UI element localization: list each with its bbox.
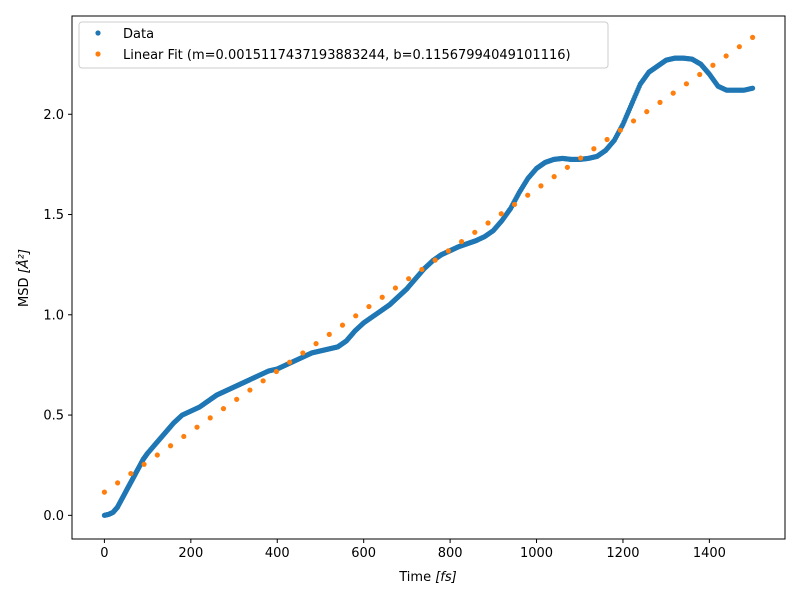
y-tick-label: 0.5 xyxy=(43,409,64,424)
y-axis-label: MSD [Å²] xyxy=(16,249,32,307)
x-tick-label: 1200 xyxy=(606,546,639,561)
fit-point xyxy=(234,396,240,402)
fit-point xyxy=(406,276,412,282)
fit-point xyxy=(287,359,293,365)
fit-point xyxy=(115,480,121,486)
fit-point xyxy=(128,470,134,477)
fit-point xyxy=(591,146,597,152)
fit-point xyxy=(339,322,346,328)
x-tick-label: 1400 xyxy=(693,546,726,561)
fit-point xyxy=(697,71,703,78)
fit-point xyxy=(326,331,332,337)
fit-point xyxy=(419,266,425,273)
fit-point xyxy=(525,192,531,198)
fit-point xyxy=(498,211,504,217)
series-layer xyxy=(101,34,756,518)
data-point xyxy=(749,85,756,91)
x-tick-label: 600 xyxy=(351,546,376,561)
fit-point xyxy=(181,433,187,440)
fit-point xyxy=(644,109,650,115)
x-tick-label: 1000 xyxy=(520,546,553,561)
legend-label-data: Data xyxy=(123,27,154,42)
fit-point xyxy=(458,238,465,245)
fit-point xyxy=(736,44,742,50)
data-series xyxy=(101,55,756,518)
fit-point xyxy=(141,461,147,467)
x-axis: 0 200 400 600 800 1000 1200 1400 xyxy=(100,539,726,561)
y-tick-label: 2.0 xyxy=(43,108,64,123)
legend-marker-data xyxy=(95,30,101,36)
fit-point xyxy=(353,313,359,319)
fit-point xyxy=(472,229,478,235)
fit-point xyxy=(749,34,756,40)
fit-point xyxy=(630,118,637,124)
fit-point xyxy=(207,415,213,421)
x-tick-label: 400 xyxy=(265,546,290,561)
fit-point xyxy=(220,406,227,412)
fit-point xyxy=(154,452,160,458)
fit-point xyxy=(538,183,544,189)
fit-point xyxy=(366,303,372,310)
legend-marker-fit xyxy=(95,51,101,57)
fit-point xyxy=(657,99,663,105)
fit-point xyxy=(247,387,253,393)
linear-fit-series xyxy=(101,34,756,495)
fit-point xyxy=(167,443,174,449)
x-tick-label: 800 xyxy=(438,546,463,561)
fit-point xyxy=(273,368,279,375)
x-tick-label: 200 xyxy=(178,546,203,561)
y-tick-label: 1.5 xyxy=(43,208,64,223)
fit-point xyxy=(392,285,399,291)
fit-point xyxy=(101,489,108,495)
legend-box xyxy=(78,21,609,69)
fit-point xyxy=(194,424,200,430)
y-tick-label: 1.0 xyxy=(43,308,64,323)
fit-point xyxy=(710,62,716,68)
fit-point xyxy=(617,127,623,133)
fit-point xyxy=(578,155,584,161)
legend-label-fit: Linear Fit (m=0.0015117437193883244, b=0… xyxy=(123,48,571,63)
fit-point xyxy=(313,341,319,347)
fit-point xyxy=(485,220,491,226)
x-axis-label: Time [fs] xyxy=(398,570,456,585)
fit-point xyxy=(379,294,385,300)
fit-point xyxy=(445,248,451,254)
fit-point xyxy=(564,164,570,170)
fit-point xyxy=(511,201,518,208)
x-tick-label: 0 xyxy=(100,546,108,561)
y-tick-label: 0.0 xyxy=(43,509,64,524)
fit-point xyxy=(260,378,266,384)
fit-point xyxy=(432,257,438,263)
fit-point xyxy=(723,53,729,59)
fit-point xyxy=(604,136,610,143)
fit-point xyxy=(670,90,676,96)
fit-point xyxy=(300,350,306,356)
axes-frame xyxy=(71,15,786,540)
y-axis: 0.0 0.5 1.0 1.5 2.0 xyxy=(43,108,72,524)
fit-point xyxy=(551,174,557,180)
legend: Data Linear Fit (m=0.0015117437193883244… xyxy=(78,21,609,69)
fit-point xyxy=(683,81,690,87)
